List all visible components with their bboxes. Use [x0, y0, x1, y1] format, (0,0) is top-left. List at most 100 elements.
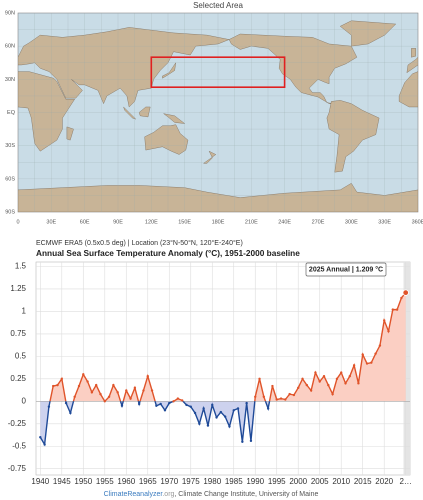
point	[180, 399, 184, 402]
x-tick-label: 1995	[268, 477, 286, 486]
point	[365, 362, 369, 365]
land	[162, 62, 176, 79]
point	[211, 403, 214, 407]
point	[288, 392, 291, 396]
x-tick-label: 1965	[139, 477, 157, 486]
point	[383, 319, 386, 322]
x-tick-label: 1970	[160, 477, 178, 486]
y-tick-label: -0.25	[8, 419, 27, 428]
chart-subtitle: ECMWF ERA5 (0.5x0.5 deg) | Location (23°…	[36, 239, 243, 247]
point	[297, 386, 300, 390]
y-tick-label: 1.25	[10, 284, 26, 293]
footer-link[interactable]: ClimateReanalyzer	[104, 491, 164, 498]
point	[99, 392, 102, 396]
footer: ClimateReanalyzer.org, Climate Change In…	[104, 491, 319, 498]
point	[43, 443, 46, 446]
point	[142, 389, 145, 392]
point	[189, 405, 192, 408]
point	[361, 353, 364, 356]
land	[411, 48, 416, 58]
point	[94, 383, 98, 387]
point	[279, 397, 283, 400]
lat-label: 90N	[5, 10, 15, 16]
point	[163, 409, 167, 412]
point	[271, 384, 274, 388]
point	[133, 386, 137, 390]
point	[155, 404, 158, 407]
plot-area	[35, 261, 411, 476]
current-year-band	[403, 262, 410, 475]
x-tick-label: 2020	[375, 477, 393, 486]
point	[86, 380, 89, 383]
point	[103, 400, 106, 403]
x-tick-label: 2005	[311, 477, 329, 486]
annotation: 2025 Annual | 1.209 °C	[309, 265, 383, 273]
lon-label: 180E	[212, 219, 225, 225]
point	[176, 397, 180, 400]
area-positive	[50, 292, 406, 402]
point	[275, 398, 278, 401]
point	[125, 389, 128, 392]
y-tick-label: 1.5	[15, 262, 27, 271]
x-tick-label: 1990	[246, 477, 264, 486]
point	[241, 440, 244, 443]
point	[232, 409, 235, 412]
land	[202, 150, 217, 164]
point	[150, 389, 154, 392]
point	[395, 308, 399, 311]
map-title: Selected Area	[193, 1, 243, 10]
x-tick-label: 1945	[53, 477, 71, 486]
point	[245, 401, 248, 405]
point	[185, 403, 188, 407]
point	[352, 364, 356, 367]
point	[400, 296, 403, 300]
point	[301, 377, 304, 381]
y-tick-label: -0.75	[8, 464, 27, 473]
y-tick-label: 1	[22, 307, 27, 316]
point	[340, 371, 343, 374]
point	[387, 330, 390, 333]
point	[77, 384, 81, 388]
lat-label: EQ	[7, 110, 16, 116]
lon-label: 300E	[345, 219, 358, 225]
point	[56, 383, 59, 387]
point	[322, 374, 326, 378]
point	[202, 407, 205, 410]
point	[258, 377, 261, 381]
lon-label: 330E	[378, 219, 391, 225]
point	[254, 395, 257, 399]
point	[51, 384, 55, 388]
map-grid	[18, 13, 418, 212]
point	[228, 425, 231, 428]
point	[116, 391, 119, 394]
land	[138, 106, 151, 118]
line-positive	[49, 292, 407, 402]
point	[370, 361, 373, 364]
point	[82, 373, 85, 376]
point	[90, 391, 94, 394]
y-tick-label: 0.5	[15, 351, 27, 360]
y-tick-label: 0.25	[10, 374, 26, 383]
y-tick-label: -0.5	[12, 441, 26, 450]
footer-text: , Climate Change Institute, University o…	[174, 491, 318, 498]
x-tick-label: 2000	[289, 477, 307, 486]
lon-label: 210E	[245, 219, 258, 225]
point	[107, 395, 111, 399]
x-tick-label: 1950	[74, 477, 92, 486]
point	[69, 411, 72, 415]
point	[47, 405, 51, 408]
lon-label: 270E	[312, 219, 325, 225]
lon-label: 60E	[80, 219, 90, 225]
lat-label: 60N	[5, 44, 15, 50]
lon-label: 0	[16, 219, 19, 225]
lon-label: 150E	[178, 219, 191, 225]
point	[39, 436, 42, 439]
point	[73, 395, 76, 399]
point	[357, 382, 360, 385]
point	[331, 392, 334, 396]
land	[144, 124, 189, 155]
x-tick-label: 1985	[225, 477, 243, 486]
point	[223, 415, 227, 418]
lon-label: 360E	[412, 219, 423, 225]
point	[129, 397, 132, 400]
